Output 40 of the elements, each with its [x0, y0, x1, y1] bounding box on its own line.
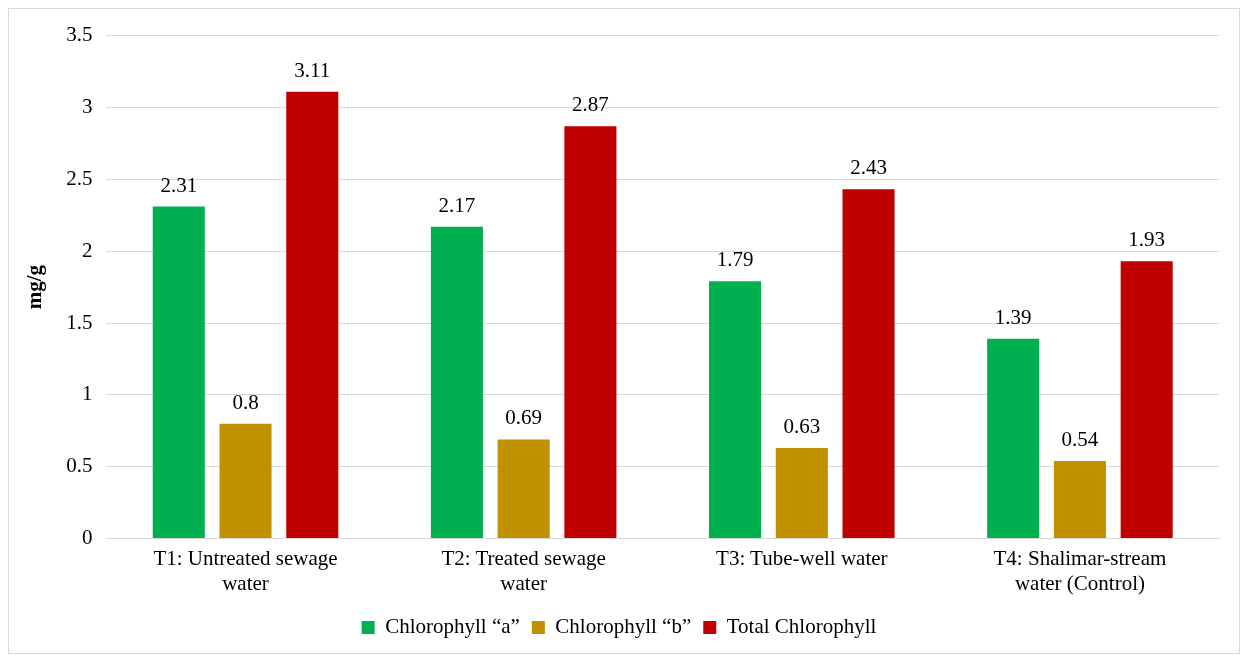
x-tick-label: T3: Tube-well water	[716, 545, 888, 570]
bar	[775, 448, 828, 539]
data-label: 0.54	[1061, 427, 1099, 452]
bar	[497, 439, 550, 539]
bar	[286, 91, 339, 539]
bar	[564, 126, 617, 539]
y-tick-label: 3.5	[66, 22, 93, 47]
bar	[1120, 261, 1173, 539]
y-tick-label: 2	[81, 237, 93, 262]
data-label: 2.87	[572, 92, 609, 117]
data-label: 0.8	[232, 389, 259, 414]
data-label: 0.69	[505, 405, 543, 430]
data-label: 1.79	[716, 247, 754, 272]
data-label: 3.11	[294, 57, 331, 82]
bar	[709, 281, 762, 539]
legend-label: Chlorophyll “a”	[385, 614, 520, 639]
x-tick-label: T4: Shalimar-stream water (Control)	[993, 545, 1167, 595]
y-tick-label: 1.5	[66, 309, 93, 334]
data-label: 2.17	[438, 192, 476, 217]
y-tick-label: 0	[81, 525, 93, 550]
legend-label: Chlorophyll “b”	[555, 614, 692, 639]
y-axis-title: mg/g	[22, 264, 47, 310]
bar	[1053, 460, 1106, 539]
bar	[219, 423, 272, 539]
bar	[152, 206, 205, 539]
data-label: 2.31	[160, 172, 198, 197]
data-label: 2.43	[850, 155, 887, 180]
data-label: 1.93	[1128, 227, 1166, 252]
bar	[430, 226, 483, 539]
legend-label: Total Chlorophyll	[726, 614, 877, 639]
y-tick-label: 3	[81, 93, 93, 118]
bar	[987, 338, 1040, 539]
y-tick-label: 1	[81, 381, 93, 406]
y-tick-label: 2.5	[66, 165, 93, 190]
data-label: 1.39	[994, 304, 1032, 329]
x-tick-label: T2: Treated sewage water	[441, 545, 606, 595]
x-tick-label: T1: Untreated sewage water	[153, 545, 338, 595]
y-tick-label: 0.5	[66, 453, 93, 478]
data-label: 0.63	[783, 414, 821, 439]
bar	[842, 189, 895, 539]
